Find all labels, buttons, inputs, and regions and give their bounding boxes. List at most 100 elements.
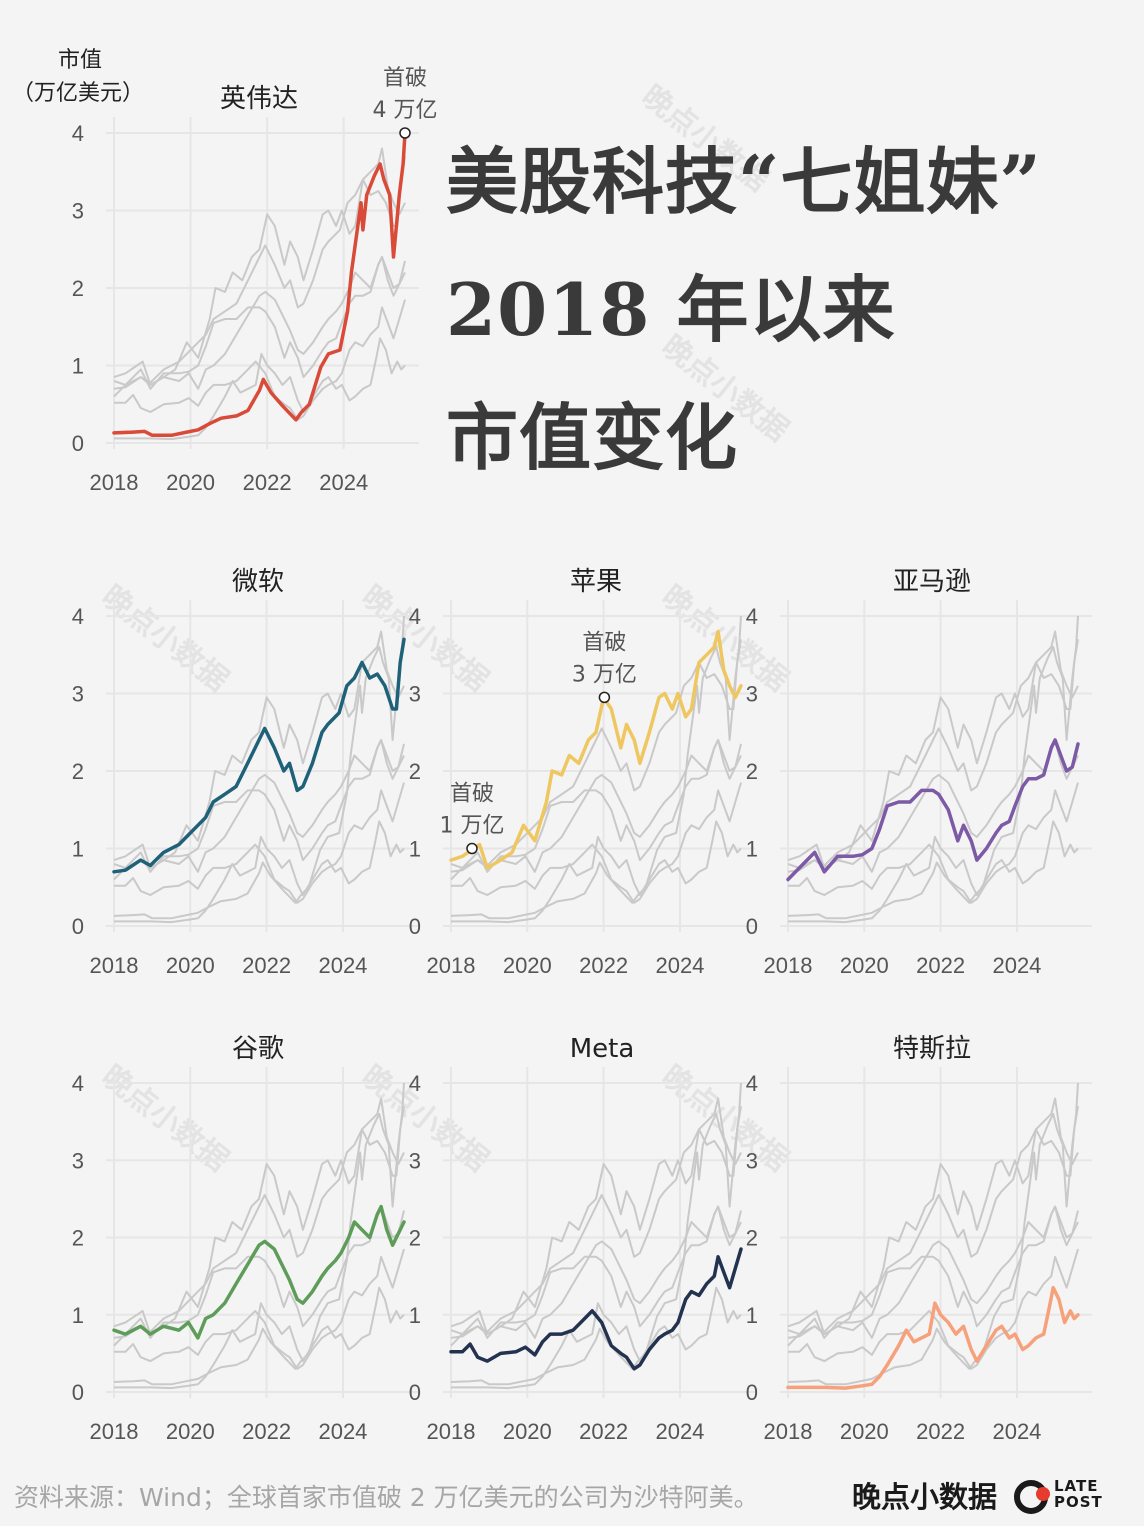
watermark-text: 晚点小数据 (355, 579, 495, 699)
y-tick-label: 3 (746, 1148, 758, 1173)
y-tick-label: 2 (746, 759, 758, 784)
logo-dot-icon (1036, 1487, 1050, 1501)
y-tick-label: 2 (72, 1226, 84, 1251)
y-tick-label: 0 (746, 1380, 758, 1405)
series-line-background (114, 820, 405, 924)
x-tick-label: 2024 (318, 1419, 367, 1444)
annotation-label: 4 万亿 (373, 98, 438, 123)
y-tick-label: 2 (72, 759, 84, 784)
y-tick-label: 0 (72, 431, 84, 456)
series-line-background (114, 299, 406, 421)
panel-title: 苹果 (570, 567, 622, 597)
x-tick-label: 2018 (427, 1419, 476, 1444)
y-tick-label: 3 (409, 1148, 421, 1173)
series-line-background (113, 147, 406, 386)
panel-title: Meta (570, 1034, 635, 1064)
y-tick-label: 2 (409, 1226, 421, 1251)
panel-title: 亚马逊 (893, 567, 971, 597)
y-tick-label: 4 (746, 1071, 758, 1096)
brand-name: 晚点小数据 (852, 1480, 998, 1514)
series-line-4 (786, 738, 1080, 882)
series-line-5 (112, 1204, 406, 1340)
annotation-label: 首破 (383, 66, 427, 91)
x-tick-label: 2022 (242, 1419, 291, 1444)
panel-title: 谷歌 (232, 1034, 284, 1064)
y-axis-title: （万亿美元） (12, 81, 144, 106)
y-tick-label: 1 (409, 837, 421, 862)
y-tick-label: 1 (72, 354, 84, 379)
source-note: 资料来源：Wind；全球首家市值破 2 万亿美元的公司为沙特阿美。 (14, 1483, 759, 1512)
y-tick-label: 0 (72, 914, 84, 939)
series-line-background (787, 639, 1079, 873)
annotation-label: 首破 (450, 782, 494, 807)
y-tick-label: 1 (746, 837, 758, 862)
x-tick-label: 2020 (840, 953, 889, 978)
y-tick-label: 3 (72, 682, 84, 707)
y-tick-label: 0 (72, 1380, 84, 1405)
x-tick-label: 2018 (90, 953, 139, 978)
panel-6: 0 1 2 3 4 2018 2020 2022 2024 Meta (409, 1034, 755, 1444)
x-tick-label: 2022 (242, 953, 291, 978)
series-line-background (788, 820, 1079, 924)
series-line-background (451, 782, 742, 904)
series-line-background (113, 156, 406, 390)
x-tick-label: 2020 (166, 470, 215, 495)
series-line-background (113, 630, 405, 869)
y-tick-label: 0 (746, 914, 758, 939)
y-tick-label: 2 (409, 759, 421, 784)
x-tick-label: 2018 (764, 1419, 813, 1444)
x-tick-label: 2022 (579, 953, 628, 978)
title-line-3: 市值变化 (446, 395, 739, 480)
panel-title: 英伟达 (220, 84, 298, 114)
series-line-7 (786, 1285, 1080, 1390)
series-line-background (114, 1286, 405, 1390)
series-line-background (113, 256, 406, 390)
x-tick-label: 2020 (503, 953, 552, 978)
series-line-1 (112, 131, 407, 438)
annotation-marker (598, 691, 611, 704)
series-line-background (788, 1248, 1079, 1370)
series-line-background (787, 1205, 1079, 1339)
y-tick-label: 4 (72, 121, 84, 146)
y-tick-label: 1 (746, 1303, 758, 1328)
series-line-6 (449, 1247, 743, 1371)
series-line-background (113, 1106, 405, 1339)
series-line-3 (449, 629, 743, 870)
chart-title: 美股科技“七姐妹” 2018 年以来 市值变化 (446, 118, 1042, 502)
x-tick-label: 2024 (655, 1419, 704, 1444)
x-tick-label: 2024 (992, 953, 1041, 978)
series-line-background (787, 1106, 1079, 1339)
panel-1: 0 1 2 3 4 2018 2020 2022 2024 英伟达 首破 4 万亿 市值 （万亿美元） (12, 48, 438, 495)
series-line-background (113, 739, 405, 873)
y-tick-label: 0 (409, 914, 421, 939)
y-tick-label: 4 (72, 604, 84, 629)
x-tick-label: 2018 (90, 1419, 139, 1444)
x-tick-label: 2024 (319, 470, 368, 495)
x-tick-label: 2020 (166, 1419, 215, 1444)
series-line-background (113, 1097, 405, 1336)
latepost-logo-icon: LATE POST (1014, 1477, 1110, 1514)
logo-text: LATE POST (1054, 1477, 1103, 1511)
watermark-text: 晚点小数据 (95, 579, 235, 699)
x-tick-label: 2024 (992, 1419, 1041, 1444)
y-tick-label: 0 (409, 1380, 421, 1405)
y-tick-label: 1 (72, 837, 84, 862)
y-axis-title: 市值 (58, 48, 102, 73)
panel-7: 0 1 2 3 4 2018 2020 2022 2024 特斯拉 (746, 1034, 1092, 1444)
y-tick-label: 4 (409, 1071, 421, 1096)
series-line-background (114, 337, 406, 441)
y-tick-label: 1 (72, 1303, 84, 1328)
series-line-background (450, 1106, 742, 1339)
x-tick-label: 2020 (166, 953, 215, 978)
series-line-background (114, 1248, 405, 1370)
title-line-2: 2018 年以来 (446, 267, 896, 352)
x-tick-label: 2020 (503, 1419, 552, 1444)
y-tick-label: 3 (72, 1148, 84, 1173)
x-tick-label: 2018 (90, 470, 139, 495)
panel-2: 0 1 2 3 4 2018 2020 2022 2024 微软 (72, 567, 418, 978)
series-line-background (451, 1286, 742, 1390)
y-tick-label: 4 (746, 604, 758, 629)
panel-5: 0 1 2 3 4 2018 2020 2022 2024 谷歌 (72, 1034, 418, 1444)
